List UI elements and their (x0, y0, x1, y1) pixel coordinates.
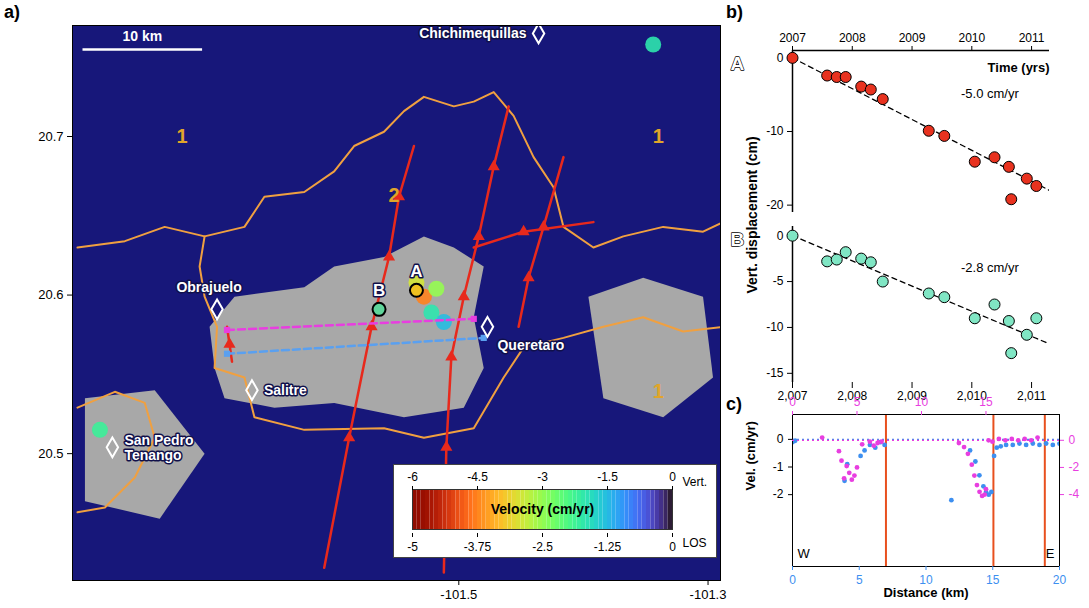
svg-text:A: A (731, 53, 745, 74)
svg-text:1: 1 (177, 125, 188, 147)
svg-text:0: 0 (777, 229, 784, 243)
svg-text:1: 1 (653, 125, 664, 147)
svg-text:10 km: 10 km (122, 28, 162, 44)
svg-text:-2: -2 (773, 487, 784, 501)
svg-text:E: E (1046, 546, 1055, 561)
svg-text:Vel. (cm/yr): Vel. (cm/yr) (743, 421, 758, 490)
svg-text:20.5: 20.5 (38, 446, 63, 461)
svg-text:-101.5: -101.5 (440, 587, 477, 602)
svg-text:-6: -6 (407, 470, 418, 484)
svg-text:20: 20 (1053, 573, 1067, 587)
svg-text:Queretaro: Queretaro (497, 337, 564, 353)
svg-text:0: 0 (669, 540, 676, 554)
svg-text:2009: 2009 (899, 31, 926, 45)
svg-text:0: 0 (669, 470, 676, 484)
svg-text:0: 0 (789, 573, 796, 587)
html-text:c): c) (726, 394, 742, 414)
svg-text:-5: -5 (407, 540, 418, 554)
svg-text:5: 5 (856, 573, 863, 587)
svg-text:2,008: 2,008 (837, 389, 867, 403)
svg-text:2,009: 2,009 (897, 389, 927, 403)
svg-text:2: 2 (388, 184, 399, 206)
svg-text:-2.5: -2.5 (532, 540, 553, 554)
svg-text:-1: -1 (773, 460, 784, 474)
svg-text:-101.3: -101.3 (690, 587, 727, 602)
svg-text:-5.0 cm/yr: -5.0 cm/yr (961, 86, 1019, 101)
svg-text:B: B (731, 229, 745, 250)
svg-text:-1.5: -1.5 (597, 470, 618, 484)
svg-text:-20: -20 (766, 198, 784, 212)
svg-text:Time (yrs): Time (yrs) (988, 60, 1050, 75)
svg-text:A: A (410, 262, 422, 281)
svg-text:2,007: 2,007 (777, 389, 807, 403)
svg-text:20.6: 20.6 (38, 287, 63, 302)
svg-text:2008: 2008 (839, 31, 866, 45)
svg-text:0: 0 (1069, 433, 1076, 447)
svg-text:10: 10 (915, 395, 929, 409)
svg-text:0: 0 (789, 395, 796, 409)
svg-text:B: B (373, 281, 385, 300)
svg-text:-2: -2 (1069, 460, 1080, 474)
svg-text:2,011: 2,011 (1017, 389, 1046, 403)
svg-text:1: 1 (653, 380, 664, 402)
html-text:b): b) (726, 2, 743, 22)
svg-text:-10: -10 (766, 320, 784, 334)
svg-text:2011: 2011 (1019, 31, 1045, 45)
svg-text:-5: -5 (773, 274, 784, 288)
svg-text:Velocity (cm/yr): Velocity (cm/yr) (491, 501, 595, 517)
svg-text:Obrajuelo: Obrajuelo (176, 279, 241, 295)
svg-text:0: 0 (777, 432, 784, 446)
svg-text:-3.75: -3.75 (464, 540, 492, 554)
svg-text:-1.25: -1.25 (594, 540, 622, 554)
svg-text:-3: -3 (537, 470, 548, 484)
svg-text:10: 10 (919, 573, 933, 587)
svg-text:20.7: 20.7 (38, 129, 63, 144)
svg-text:-15: -15 (766, 366, 784, 380)
svg-text:15: 15 (986, 573, 1000, 587)
svg-text:Chichimequillas: Chichimequillas (419, 25, 527, 41)
svg-text:-10: -10 (766, 124, 784, 138)
svg-text:Distance (km): Distance (km) (883, 585, 968, 600)
svg-text:Salitre: Salitre (264, 382, 307, 398)
svg-text:-4.5: -4.5 (467, 470, 488, 484)
svg-text:2007: 2007 (779, 31, 806, 45)
svg-text:San PedroTenango: San PedroTenango (124, 432, 193, 463)
svg-text:-4: -4 (1069, 487, 1080, 501)
html-text:Vert. displacement (cm): Vert. displacement (cm) (744, 136, 760, 294)
svg-text:2010: 2010 (958, 31, 985, 45)
svg-text:LOS: LOS (683, 536, 707, 550)
svg-text:2,010: 2,010 (957, 389, 987, 403)
svg-text:W: W (798, 546, 811, 561)
html-text:a): a) (4, 2, 20, 22)
svg-text:15: 15 (979, 395, 993, 409)
svg-text:-2.8 cm/yr: -2.8 cm/yr (961, 260, 1019, 275)
svg-text:5: 5 (854, 395, 861, 409)
svg-text:0: 0 (777, 51, 784, 65)
svg-text:Vert.: Vert. (683, 475, 708, 489)
